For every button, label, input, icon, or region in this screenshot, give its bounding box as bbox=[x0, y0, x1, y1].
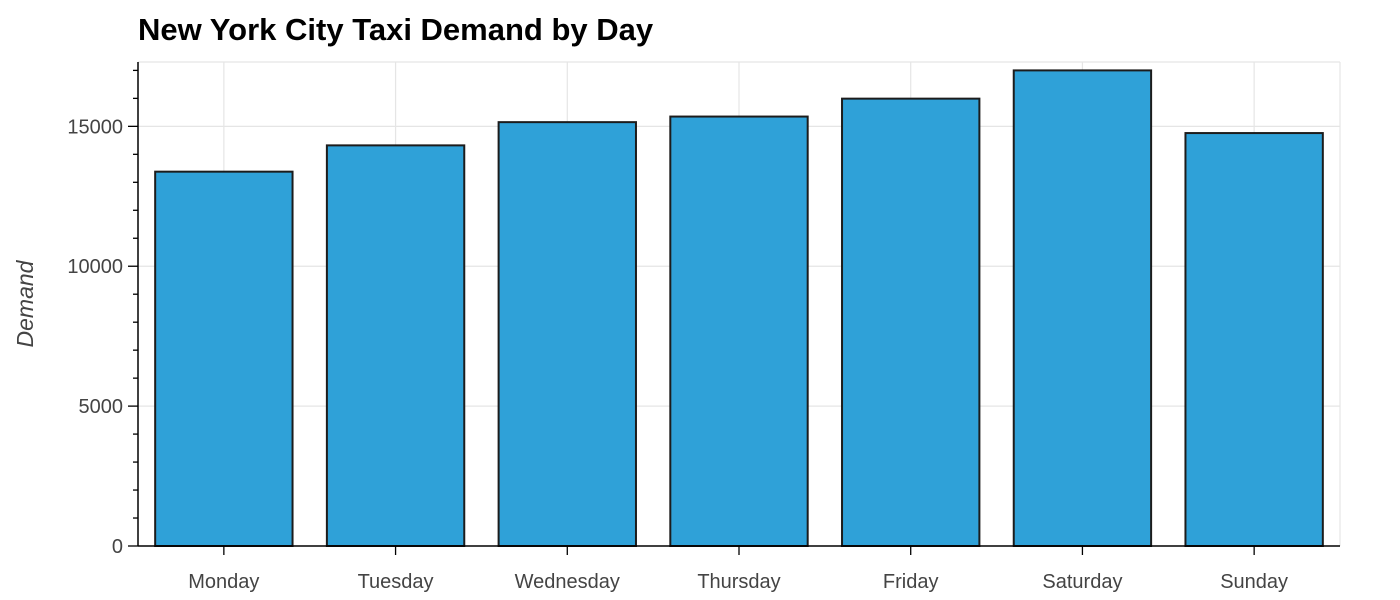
bar-friday bbox=[841, 97, 981, 547]
y-tick-label: 0 bbox=[112, 536, 123, 558]
bar-sunday bbox=[1184, 132, 1324, 547]
x-tick-label-tuesday: Tuesday bbox=[358, 571, 434, 593]
axis-labels: 0 5000 10000 15000 Monday Tuesday Wednesday Thu… bbox=[12, 116, 1288, 593]
y-tick-label: 15000 bbox=[67, 116, 123, 138]
axes bbox=[128, 62, 1340, 555]
y-tick-label: 10000 bbox=[67, 256, 123, 278]
x-tick-label-thursday: Thursday bbox=[697, 571, 780, 593]
bar-tuesday bbox=[325, 144, 466, 547]
y-axis-label: Demand bbox=[12, 259, 38, 347]
bars bbox=[154, 69, 1324, 548]
bar-saturday bbox=[1012, 69, 1153, 547]
x-tick-label-friday: Friday bbox=[883, 571, 939, 593]
bar-monday bbox=[154, 170, 294, 547]
bar-wednesday bbox=[497, 121, 637, 547]
chart-title: New York City Taxi Demand by Day bbox=[138, 12, 654, 47]
x-tick-label-wednesday: Wednesday bbox=[515, 571, 620, 593]
x-tick-label-sunday: Sunday bbox=[1220, 571, 1288, 593]
bar-thursday bbox=[669, 115, 809, 548]
x-tick-label-monday: Monday bbox=[188, 571, 259, 593]
x-tick-label-saturday: Saturday bbox=[1042, 571, 1122, 593]
y-tick-label: 5000 bbox=[79, 396, 124, 418]
